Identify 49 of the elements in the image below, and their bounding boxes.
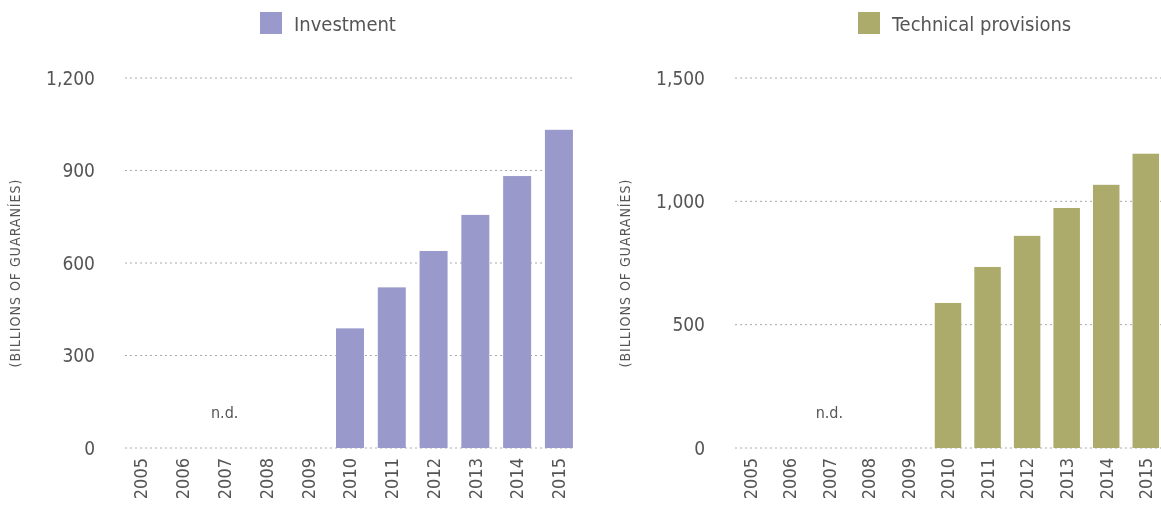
bar (1013, 235, 1041, 448)
y-tick-label: 0 (694, 436, 705, 459)
x-tick-label: 2007 (213, 458, 235, 500)
x-tick-label: 2005 (130, 458, 152, 500)
x-tick-label: 2014 (506, 458, 528, 500)
bar (377, 287, 406, 448)
bar (336, 328, 364, 448)
legend-label: Technical provisions (891, 12, 1072, 36)
annotation: n.d. (815, 403, 844, 422)
y-tick-label: 1,500 (656, 66, 705, 89)
bar (419, 250, 448, 448)
y-tick-label: 500 (672, 313, 705, 336)
y-axis-title: (BILLIONS OF GUARANÍES) (7, 178, 23, 368)
y-tick-label: 600 (62, 251, 95, 274)
bar (1132, 153, 1160, 448)
y-tick-label: 0 (84, 436, 95, 459)
x-tick-label: 2007 (818, 458, 840, 500)
x-tick-label: 2012 (1016, 458, 1038, 500)
x-tick-label: 2006 (172, 458, 194, 500)
x-tick-label: 2015 (548, 458, 570, 500)
bar (461, 214, 490, 448)
bar (1092, 184, 1120, 448)
x-tick-label: 2005 (739, 458, 761, 500)
x-tick-label: 2009 (897, 458, 919, 500)
x-tick-label: 2009 (297, 458, 319, 500)
bar (1053, 207, 1080, 448)
bar (503, 176, 532, 448)
y-tick-label: 900 (62, 159, 95, 182)
bar (974, 266, 1001, 448)
y-tick-label: 1,200 (46, 66, 95, 89)
x-tick-label: 2006 (779, 458, 801, 500)
x-tick-label: 2010 (937, 458, 959, 500)
x-tick-label: 2013 (1055, 458, 1077, 500)
annotation: n.d. (210, 403, 239, 422)
y-tick-label: 1,000 (656, 189, 705, 212)
x-tick-label: 2014 (1095, 458, 1117, 500)
legend-label: Investment (294, 12, 396, 36)
x-tick-label: 2013 (464, 458, 486, 500)
bar (934, 302, 962, 448)
bar (544, 129, 573, 448)
y-tick-label: 300 (62, 344, 95, 367)
x-tick-label: 2008 (858, 458, 880, 500)
x-tick-label: 2011 (976, 458, 998, 500)
x-tick-label: 2010 (339, 458, 361, 500)
x-tick-label: 2015 (1135, 458, 1157, 500)
y-axis-title: (BILLIONS OF GUARANÍES) (617, 178, 633, 368)
x-tick-label: 2012 (422, 458, 444, 500)
x-tick-label: 2011 (381, 458, 403, 500)
x-tick-label: 2008 (255, 458, 277, 500)
